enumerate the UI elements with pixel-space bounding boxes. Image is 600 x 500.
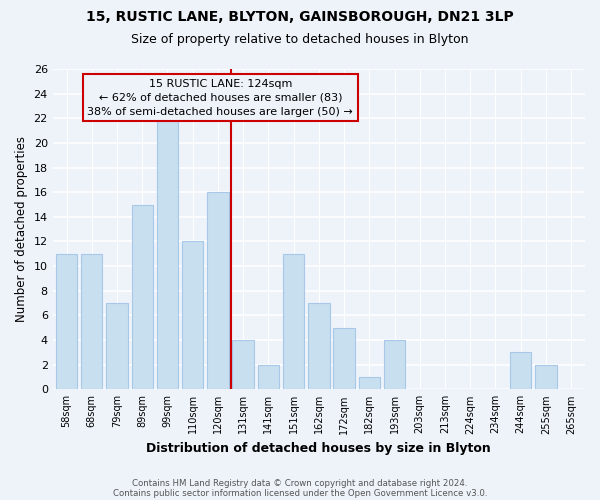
Bar [56,254,77,390]
Text: 15 RUSTIC LANE: 124sqm
← 62% of detached houses are smaller (83)
38% of semi-det: 15 RUSTIC LANE: 124sqm ← 62% of detached… [88,78,353,116]
Bar [257,364,279,390]
Text: Size of property relative to detached houses in Blyton: Size of property relative to detached ho… [131,32,469,46]
Bar [510,352,532,390]
Y-axis label: Number of detached properties: Number of detached properties [15,136,28,322]
Bar [106,303,128,390]
Bar [384,340,405,390]
Bar [308,303,329,390]
Bar [207,192,229,390]
Bar [359,377,380,390]
Bar [535,364,557,390]
Bar [334,328,355,390]
Text: Contains HM Land Registry data © Crown copyright and database right 2024.: Contains HM Land Registry data © Crown c… [132,478,468,488]
Bar [283,254,304,390]
Bar [182,242,203,390]
Text: Contains public sector information licensed under the Open Government Licence v3: Contains public sector information licen… [113,488,487,498]
X-axis label: Distribution of detached houses by size in Blyton: Distribution of detached houses by size … [146,442,491,455]
Bar [81,254,103,390]
Bar [157,118,178,390]
Bar [232,340,254,390]
Bar [131,204,153,390]
Text: 15, RUSTIC LANE, BLYTON, GAINSBOROUGH, DN21 3LP: 15, RUSTIC LANE, BLYTON, GAINSBOROUGH, D… [86,10,514,24]
